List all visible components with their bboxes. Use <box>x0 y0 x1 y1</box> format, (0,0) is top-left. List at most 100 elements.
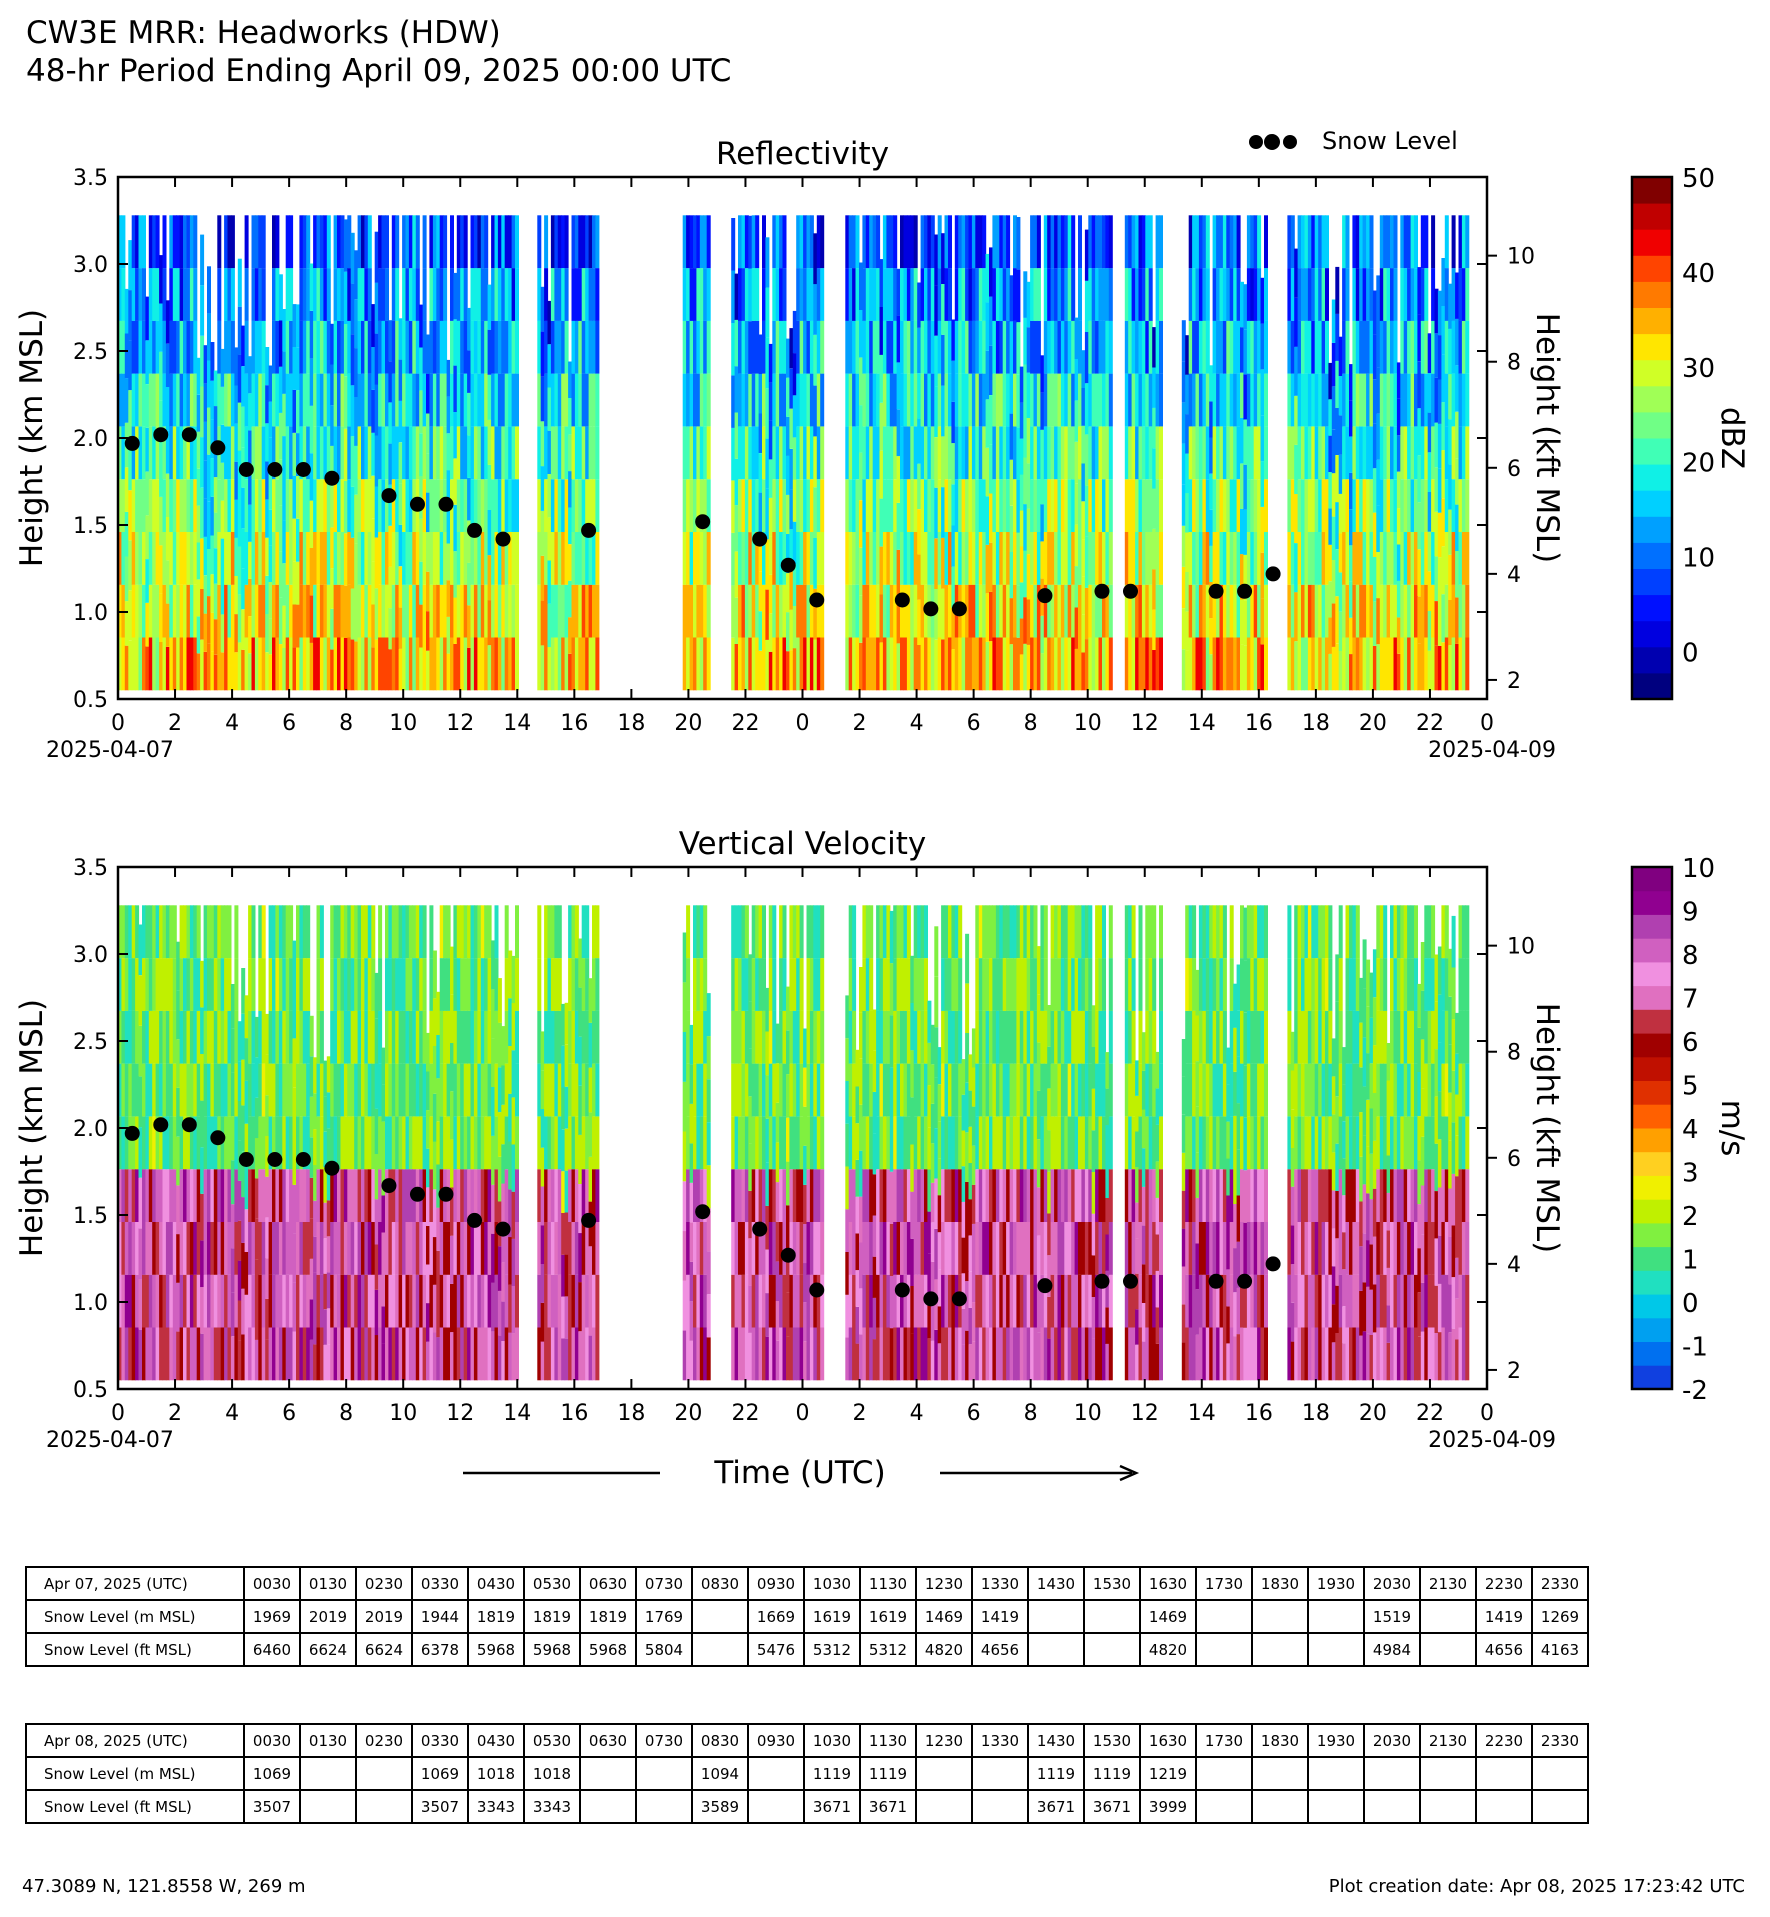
heatmap-cell <box>159 641 164 691</box>
heatmap-cell <box>285 584 290 638</box>
heatmap-cell <box>196 468 201 506</box>
heatmap-cell <box>1233 479 1238 532</box>
heatmap-cell <box>1349 654 1353 691</box>
heatmap-cell <box>248 1063 253 1117</box>
heatmap-cell <box>1393 479 1398 532</box>
heatmap-cell <box>1185 611 1190 651</box>
title-line-1: CW3E MRR: Headworks (HDW) <box>26 15 501 51</box>
heatmap-cell <box>251 479 256 532</box>
heatmap-cell <box>900 215 904 269</box>
heatmap-cell <box>419 1327 424 1381</box>
heatmap-cell <box>1152 407 1157 449</box>
heatmap-cell <box>744 958 749 1011</box>
heatmap-cell <box>1074 359 1079 401</box>
heatmap-cell <box>1414 268 1418 321</box>
heatmap-cell <box>138 1329 143 1381</box>
heatmap-cell <box>402 637 407 691</box>
heatmap-cell <box>595 1116 600 1170</box>
heatmap-cell <box>803 1184 808 1224</box>
heatmap-cell <box>809 268 814 321</box>
heatmap-cell <box>494 1169 499 1222</box>
heatmap-cell <box>561 268 566 321</box>
heatmap-cell <box>775 268 780 321</box>
heatmap-cell <box>696 1222 701 1275</box>
heatmap-cell <box>439 426 444 480</box>
heatmap-cell <box>220 1222 225 1275</box>
heatmap-cell <box>1074 441 1079 484</box>
heatmap-cell <box>1229 479 1234 532</box>
heatmap-cell <box>1383 215 1388 269</box>
heatmap-cell <box>758 1222 763 1275</box>
heatmap-cell <box>422 373 427 427</box>
heatmap-cell <box>1461 637 1466 691</box>
heatmap-cell <box>896 409 901 457</box>
heatmap-cell <box>568 1274 573 1328</box>
heatmap-cell <box>237 1260 242 1301</box>
heatmap-cell <box>1105 373 1110 427</box>
heatmap-cell <box>1369 373 1374 427</box>
heatmap-cell <box>275 1010 280 1064</box>
heatmap-cell <box>135 1116 140 1170</box>
heatmap-cell <box>309 1096 314 1138</box>
heatmap-cell <box>491 479 496 532</box>
heatmap-cell <box>1212 373 1217 427</box>
heatmap-cell <box>859 967 863 1013</box>
heatmap-cell <box>319 320 324 374</box>
heatmap-cell <box>588 532 593 585</box>
heatmap-cell <box>893 215 898 269</box>
heatmap-cell <box>313 532 318 585</box>
heatmap-cell <box>165 473 170 517</box>
heatmap-cell <box>1212 637 1217 691</box>
heatmap-cell <box>200 487 205 539</box>
heatmap-cell <box>1243 329 1248 375</box>
heatmap-cell <box>782 637 787 691</box>
heatmap-cell <box>1198 373 1203 427</box>
heatmap-cell <box>343 1063 348 1117</box>
heatmap-cell <box>734 505 739 552</box>
colorbar-tick-label: 10 <box>1682 544 1715 574</box>
heatmap-cell <box>806 215 811 269</box>
heatmap-cell <box>544 1327 549 1381</box>
heatmap-cell <box>557 1222 562 1275</box>
heatmap-cell <box>859 262 863 310</box>
heatmap-cell <box>193 320 198 374</box>
heatmap-cell <box>278 905 283 959</box>
heatmap-cell <box>224 1116 229 1170</box>
heatmap-cell <box>1359 532 1364 585</box>
heatmap-cell <box>550 637 555 691</box>
heatmap-cell <box>460 1169 465 1222</box>
heatmap-cell <box>927 1085 932 1128</box>
heatmap-cell <box>374 486 379 538</box>
heatmap-cell <box>326 1056 331 1093</box>
heatmap-cell <box>515 373 519 427</box>
heatmap-cell <box>813 1274 818 1328</box>
heatmap-cell <box>179 373 184 427</box>
heatmap-cell <box>234 461 239 500</box>
heatmap-cell <box>1246 268 1251 321</box>
heatmap-cell <box>585 320 590 374</box>
heatmap-cell <box>779 479 784 532</box>
heatmap-cell <box>1448 374 1453 420</box>
heatmap-cell <box>816 905 821 959</box>
heatmap-cell <box>1105 584 1110 638</box>
heatmap-cell <box>343 1274 348 1328</box>
heatmap-cell <box>323 1344 328 1381</box>
heatmap-cell <box>941 1222 946 1275</box>
y-axis-label: Height (km MSL) <box>14 309 50 567</box>
heatmap-cell <box>450 1043 454 1092</box>
heatmap-cell <box>1108 373 1113 427</box>
heatmap-cell <box>910 373 915 427</box>
heatmap-cell <box>220 576 225 615</box>
heatmap-cell <box>1233 637 1238 691</box>
heatmap-cell <box>251 905 256 959</box>
heatmap-cell <box>217 1327 222 1381</box>
heatmap-cell <box>330 905 335 959</box>
heatmap-cell <box>1461 426 1466 480</box>
heatmap-cell <box>755 1010 760 1064</box>
heatmap-cell <box>237 402 242 451</box>
heatmap-cell <box>508 1284 513 1333</box>
heatmap-cell <box>813 334 818 386</box>
heatmap-cell <box>408 637 413 691</box>
heatmap-cell <box>148 426 153 480</box>
heatmap-cell <box>731 1010 736 1064</box>
